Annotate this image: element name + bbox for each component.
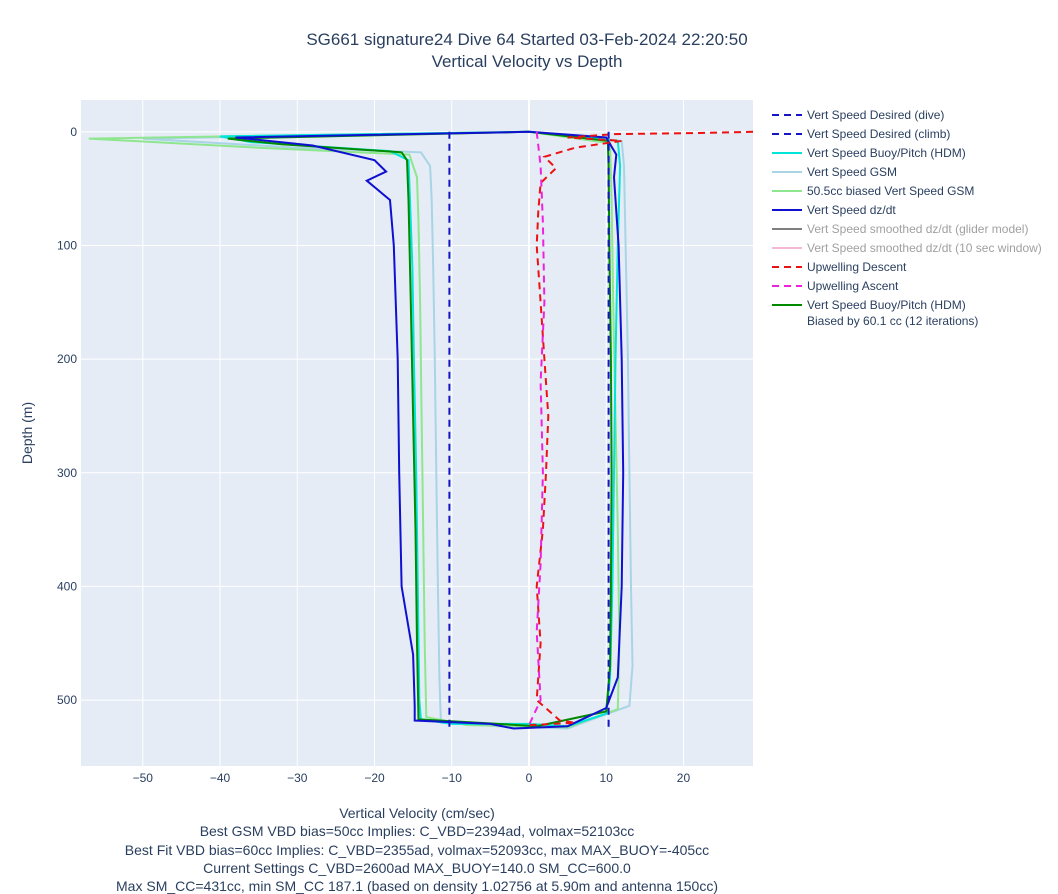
x-tick-label: −40 — [210, 771, 231, 785]
x-tick-label: −20 — [364, 771, 385, 785]
y-tick-label: 100 — [57, 238, 77, 252]
y-axis-label: Depth (m) — [19, 402, 35, 464]
legend-label: Vert Speed Desired (dive) — [807, 108, 944, 122]
legend-item-5[interactable]: Vert Speed dz/dt — [772, 203, 896, 217]
x-tick-label: 10 — [600, 771, 614, 785]
legend-label: Vert Speed Buoy/Pitch (HDM) — [807, 146, 966, 160]
legend-label: Vert Speed GSM — [807, 165, 897, 179]
legend-item-8[interactable]: Upwelling Descent — [772, 260, 907, 274]
series-line-2 — [219, 130, 622, 728]
x-axis-label: Vertical Velocity (cm/sec) — [339, 805, 495, 821]
footnote-best-fit: Best Fit VBD bias=60cc Implies: C_VBD=23… — [125, 842, 709, 858]
footnote-gsm-bias: Best GSM VBD bias=50cc Implies: C_VBD=23… — [200, 823, 635, 839]
x-axis-ticks: −50 −40 −30 −20 −10 0 10 20 — [133, 771, 691, 785]
x-tick-label: −10 — [442, 771, 463, 785]
legend-item-9[interactable]: Upwelling Ascent — [772, 279, 899, 293]
legend-label: Vert Speed Desired (climb) — [807, 127, 950, 141]
footnote-current-settings: Current Settings C_VBD=2600ad MAX_BUOY=1… — [203, 860, 631, 876]
legend-item-6[interactable]: Vert Speed smoothed dz/dt (glider model) — [772, 222, 1028, 236]
legend-label: Vert Speed Buoy/Pitch (HDM) — [807, 298, 966, 312]
legend-label: Vert Speed smoothed dz/dt (10 sec window… — [807, 241, 1042, 255]
x-tick-label: 20 — [677, 771, 691, 785]
series-line-9 — [528, 131, 546, 726]
footnote-sm-cc: Max SM_CC=431cc, min SM_CC 187.1 (based … — [116, 878, 718, 894]
y-tick-label: 0 — [70, 125, 77, 139]
chart-subtitle: Vertical Velocity vs Depth — [432, 52, 623, 71]
x-tick-label: 0 — [526, 771, 533, 785]
y-tick-label: 200 — [57, 352, 77, 366]
legend-item-1[interactable]: Vert Speed Desired (climb) — [772, 127, 950, 141]
legend-item-3[interactable]: Vert Speed GSM — [772, 165, 897, 179]
legend-item-4[interactable]: 50.5cc biased Vert Speed GSM — [772, 184, 974, 198]
y-tick-label: 400 — [57, 579, 77, 593]
chart-title: SG661 signature24 Dive 64 Started 03-Feb… — [306, 30, 747, 49]
legend-label: Biased by 60.1 cc (12 iterations) — [807, 314, 978, 328]
series-line-5 — [235, 130, 625, 730]
legend-label: Vert Speed dz/dt — [807, 203, 896, 217]
grid-lines — [81, 100, 753, 766]
y-axis-ticks: 0 100 200 300 400 500 — [57, 125, 77, 707]
legend-label: 50.5cc biased Vert Speed GSM — [807, 184, 974, 198]
legend-item-10[interactable]: Vert Speed Buoy/Pitch (HDM) Biased by 60.… — [772, 298, 978, 328]
legend-item-0[interactable]: Vert Speed Desired (dive) — [772, 108, 944, 122]
y-tick-label: 300 — [57, 466, 77, 480]
x-tick-label: −30 — [287, 771, 308, 785]
legend-label: Upwelling Descent — [807, 260, 907, 274]
y-tick-label: 500 — [57, 693, 77, 707]
legend-item-2[interactable]: Vert Speed Buoy/Pitch (HDM) — [772, 146, 966, 160]
series-lines — [88, 130, 753, 730]
chart-legend[interactable]: Vert Speed Desired (dive) Vert Speed Desi… — [772, 108, 1042, 328]
legend-label: Vert Speed smoothed dz/dt (glider model) — [807, 222, 1028, 236]
legend-item-7[interactable]: Vert Speed smoothed dz/dt (10 sec window… — [772, 241, 1042, 255]
legend-label: Upwelling Ascent — [807, 279, 899, 293]
x-tick-label: −50 — [133, 771, 154, 785]
